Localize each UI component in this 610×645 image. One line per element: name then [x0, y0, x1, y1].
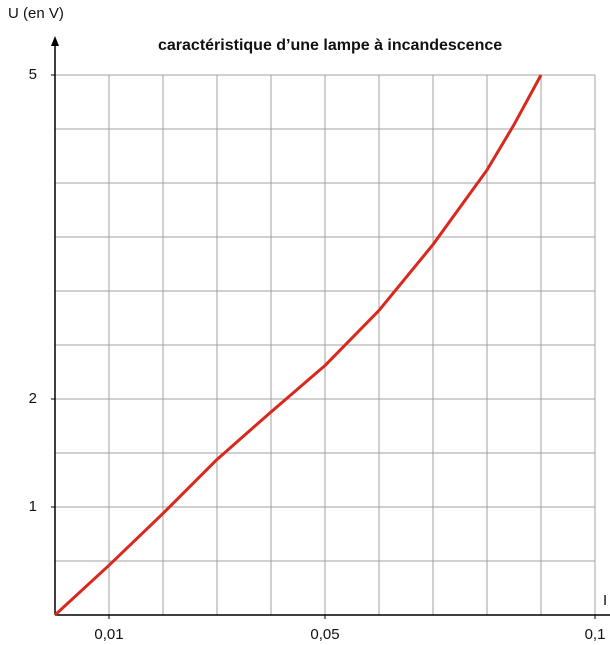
x-tick-label: 0,01 [94, 626, 123, 643]
x-tick-label: 0,05 [310, 626, 339, 643]
y-tick-label: 5 [29, 66, 37, 83]
chart-title: caractéristique d’une lampe à incandesce… [158, 37, 502, 54]
y-axis-arrow [51, 36, 59, 46]
y-tick-label: 2 [29, 390, 37, 407]
x-tick-label: 0,1 [585, 626, 606, 643]
line-series [53, 74, 543, 617]
y-axis-label: U (en V) [8, 5, 64, 22]
y-tick-label: 1 [29, 498, 37, 515]
x-axis-label: I [603, 592, 607, 609]
